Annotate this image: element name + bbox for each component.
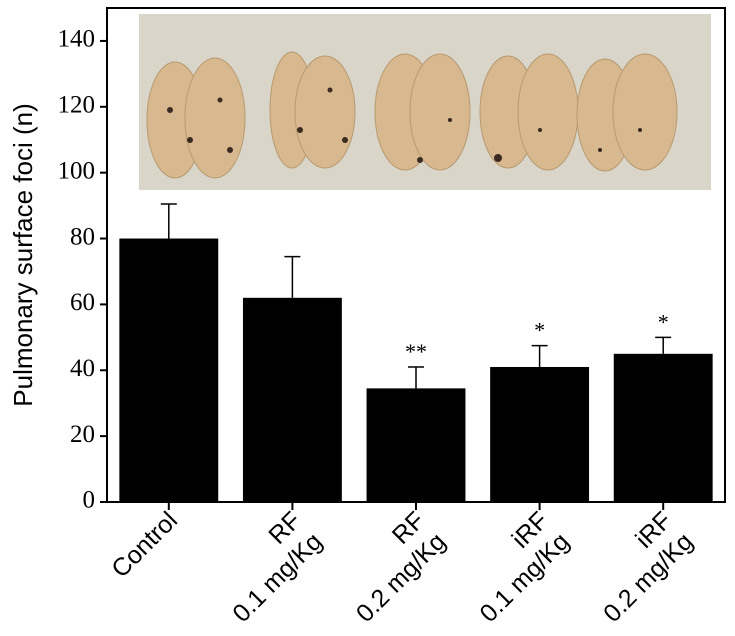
y-tick-label: 140 (58, 26, 96, 53)
y-tick-label: 100 (58, 157, 96, 184)
x-tick-label: Control (106, 506, 183, 583)
significance-label: * (658, 309, 669, 334)
y-tick-label: 0 (83, 487, 96, 514)
y-tick-label: 20 (70, 421, 95, 448)
photo-inset (139, 14, 711, 190)
y-tick-label: 120 (58, 92, 96, 119)
bar (490, 366, 590, 502)
bar (119, 238, 219, 503)
y-tick-label: 80 (70, 223, 95, 250)
bar (242, 297, 342, 502)
bar (366, 388, 466, 502)
significance-label: ** (405, 339, 427, 364)
y-tick-label: 60 (70, 289, 95, 316)
y-tick-label: 40 (70, 355, 95, 382)
bar (613, 353, 713, 502)
y-axis-label: Pulmonary surface foci (n) (8, 103, 38, 406)
significance-label: * (534, 318, 545, 343)
